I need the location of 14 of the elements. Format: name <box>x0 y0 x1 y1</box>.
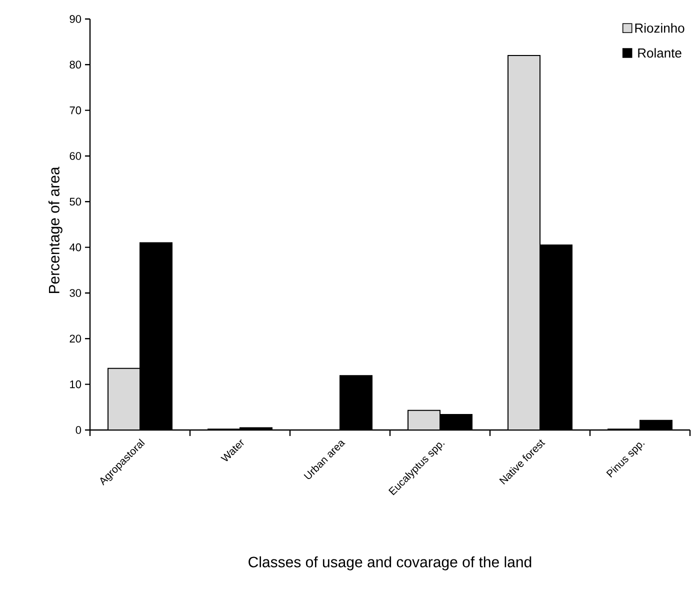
y-tick-label: 70 <box>70 106 82 114</box>
y-tick-label: 50 <box>70 198 82 206</box>
y-tick-label: 30 <box>70 289 82 297</box>
legend-label: Rolante <box>638 48 682 58</box>
y-tick-label: 10 <box>70 380 82 388</box>
y-tick-label: 40 <box>70 243 82 252</box>
legend-label: Riozinho <box>635 23 684 33</box>
y-tick-label: 60 <box>70 152 82 160</box>
y-tick-label: 90 <box>70 15 82 23</box>
y-axis-title: Percentage of area <box>48 166 62 294</box>
y-tick-label: 0 <box>76 426 82 434</box>
y-tick-label: 20 <box>70 334 82 343</box>
x-axis-title: Classes of usage and covarage of the land <box>248 556 532 570</box>
y-tick-label: 80 <box>70 60 82 69</box>
